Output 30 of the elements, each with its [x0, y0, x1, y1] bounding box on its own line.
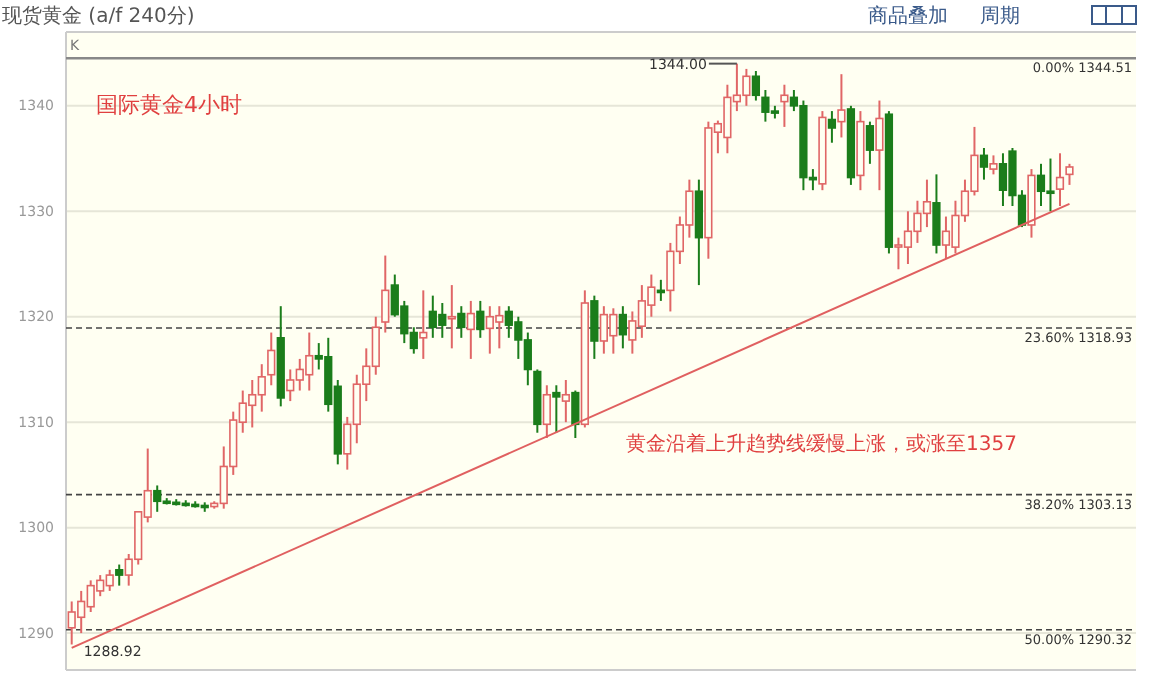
candlestick — [827, 110, 837, 144]
text: 现货黄金 (a/f 240分) — [2, 4, 195, 28]
candlestick — [780, 83, 789, 128]
candlestick — [381, 254, 390, 334]
candlestick — [267, 331, 276, 387]
candlestick — [466, 299, 475, 360]
candlestick — [979, 147, 989, 181]
candlestick — [989, 154, 998, 176]
candlestick — [115, 563, 124, 587]
candlestick — [694, 178, 703, 287]
candlestick — [837, 73, 846, 139]
candlestick — [571, 389, 580, 439]
annotation: 黄金沿着上升趋势线缓慢上涨，或涨至1357 — [626, 432, 1017, 456]
candlestick — [932, 173, 941, 255]
text: 商品叠加 — [868, 4, 948, 28]
annotation: 国际黄金4小时 — [96, 92, 242, 118]
candlestick — [1065, 162, 1074, 186]
candlestick — [552, 384, 561, 434]
candlestick — [457, 305, 466, 339]
text: 周期 — [980, 4, 1020, 28]
candlestick — [561, 379, 570, 424]
candlestick — [590, 294, 599, 360]
candlestick — [447, 284, 456, 350]
candlestick — [865, 120, 875, 165]
candlestick — [476, 299, 485, 339]
candlestick — [542, 384, 551, 439]
candlestick — [751, 70, 761, 102]
candlestick — [875, 99, 884, 192]
candlestick — [618, 305, 627, 350]
candlestick — [419, 289, 428, 360]
